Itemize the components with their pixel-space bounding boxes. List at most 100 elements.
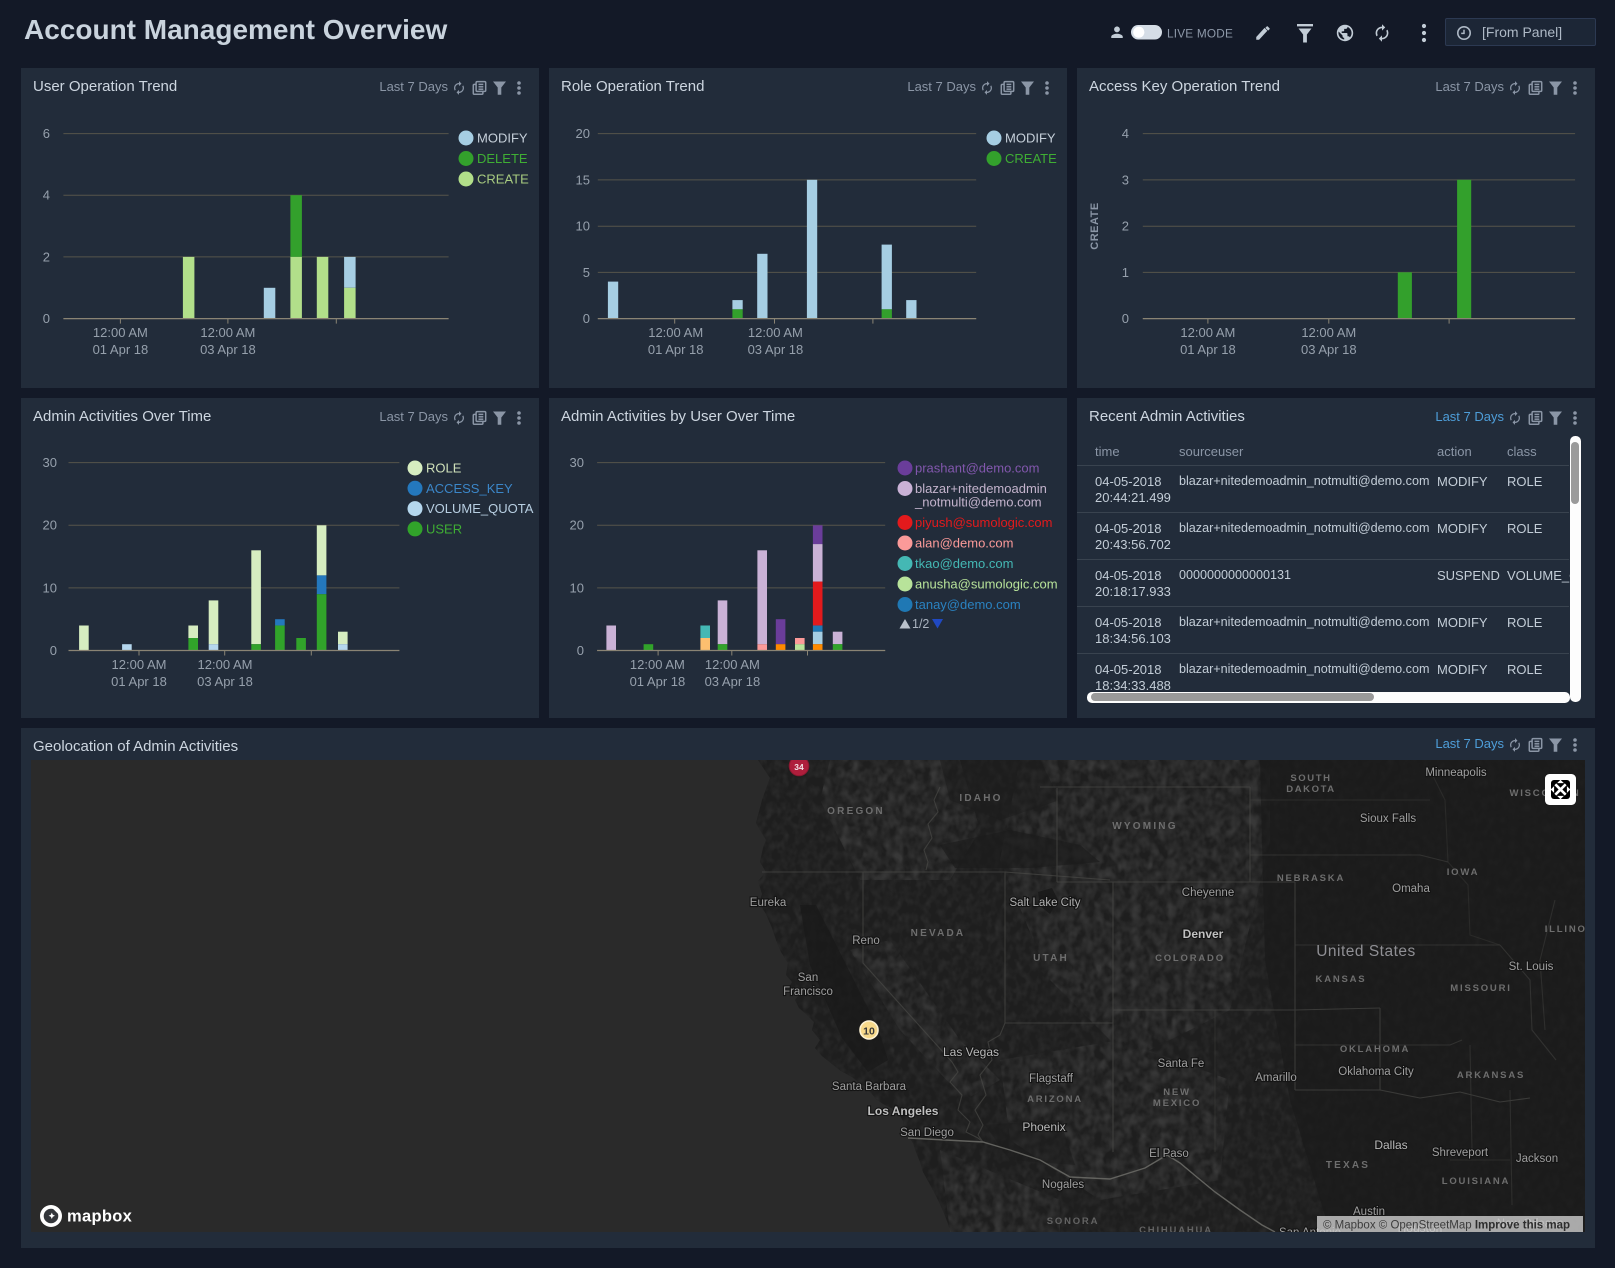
svg-text:12:00 AM: 12:00 AM	[1180, 325, 1235, 340]
svg-text:blazar+nitedemoadmin: blazar+nitedemoadmin	[915, 481, 1047, 496]
svg-text:12:00 AM: 12:00 AM	[93, 325, 148, 340]
svg-text:5: 5	[583, 265, 590, 280]
svg-text:OREGON: OREGON	[827, 806, 885, 817]
svg-text:San: San	[798, 972, 818, 984]
svg-text:12:00 AM: 12:00 AM	[112, 657, 167, 672]
svg-text:Santa Barbara: Santa Barbara	[832, 1081, 907, 1093]
svg-text:NEVADA: NEVADA	[911, 928, 966, 939]
svg-text:30: 30	[570, 455, 584, 470]
svg-text:Dallas: Dallas	[1374, 1138, 1407, 1152]
svg-text:0: 0	[43, 311, 50, 326]
svg-text:15: 15	[576, 172, 590, 187]
svg-text:piyush@sumologic.com: piyush@sumologic.com	[915, 515, 1052, 530]
svg-text:tkao@demo.com: tkao@demo.com	[915, 556, 1013, 571]
svg-text:Flagstaff: Flagstaff	[1029, 1073, 1074, 1085]
svg-text:Los Angeles: Los Angeles	[868, 1104, 939, 1118]
svg-text:Amarillo: Amarillo	[1255, 1072, 1297, 1084]
svg-text:TEXAS: TEXAS	[1326, 1160, 1370, 1171]
svg-text:Denver: Denver	[1183, 927, 1224, 941]
svg-text:12:00 AM: 12:00 AM	[198, 657, 253, 672]
svg-text:El Paso: El Paso	[1149, 1148, 1189, 1160]
svg-text:Reno: Reno	[852, 935, 880, 947]
svg-text:CREATE: CREATE	[477, 172, 529, 187]
svg-text:Shreveport: Shreveport	[1432, 1147, 1489, 1159]
svg-text:LIVE MODE: LIVE MODE	[1167, 27, 1233, 41]
svg-text:03 Apr 18: 03 Apr 18	[748, 342, 804, 357]
svg-text:Cheyenne: Cheyenne	[1182, 887, 1234, 899]
svg-text:3: 3	[1122, 172, 1129, 187]
svg-text:0: 0	[577, 643, 584, 658]
svg-text:DELETE: DELETE	[477, 151, 528, 166]
svg-text:tanay@demo.com: tanay@demo.com	[915, 597, 1021, 612]
svg-text:0: 0	[1122, 311, 1129, 326]
svg-text:Santa Fe: Santa Fe	[1158, 1058, 1205, 1070]
svg-text:ARKANSAS: ARKANSAS	[1457, 1070, 1525, 1081]
svg-text:12:00 AM: 12:00 AM	[200, 325, 255, 340]
svg-text:Austin: Austin	[1353, 1206, 1385, 1218]
svg-text:12:00 AM: 12:00 AM	[648, 325, 703, 340]
svg-text:alan@demo.com: alan@demo.com	[915, 536, 1013, 551]
svg-text:San Antonio: San Antonio	[1279, 1227, 1341, 1232]
svg-text:01 Apr 18: 01 Apr 18	[93, 342, 149, 357]
svg-text:20: 20	[570, 518, 584, 533]
svg-text:San Diego: San Diego	[900, 1127, 954, 1139]
svg-text:WYOMING: WYOMING	[1112, 821, 1177, 832]
svg-text:20: 20	[43, 518, 57, 533]
svg-text:12:00 AM: 12:00 AM	[748, 325, 803, 340]
svg-text:CREATE: CREATE	[1089, 202, 1101, 249]
svg-text:10: 10	[576, 219, 590, 234]
svg-text:MEXICO: MEXICO	[1153, 1098, 1201, 1109]
svg-text:Nogales: Nogales	[1042, 1179, 1084, 1191]
svg-text:10: 10	[570, 580, 584, 595]
svg-text:MODIFY: MODIFY	[477, 131, 528, 146]
svg-text:CREATE: CREATE	[1005, 151, 1057, 166]
svg-text:MISSOURI: MISSOURI	[1450, 983, 1511, 994]
svg-text:0: 0	[583, 311, 590, 326]
svg-text:United States: United States	[1316, 943, 1416, 960]
svg-text:30: 30	[43, 455, 57, 470]
svg-text:Minneapolis: Minneapolis	[1425, 767, 1487, 779]
svg-text:St. Louis: St. Louis	[1509, 961, 1554, 973]
svg-text:03 Apr 18: 03 Apr 18	[705, 674, 761, 689]
svg-text:IOWA: IOWA	[1447, 867, 1480, 878]
svg-text:10: 10	[43, 580, 57, 595]
svg-text:KANSAS: KANSAS	[1316, 974, 1367, 985]
svg-text:01 Apr 18: 01 Apr 18	[111, 674, 167, 689]
svg-text:DAKOTA: DAKOTA	[1286, 784, 1336, 795]
svg-text:20: 20	[576, 126, 590, 141]
svg-text:mapbox: mapbox	[67, 1208, 133, 1226]
svg-text:01 Apr 18: 01 Apr 18	[648, 342, 704, 357]
svg-text:USER: USER	[426, 521, 462, 536]
svg-text:SONORA: SONORA	[1047, 1216, 1100, 1227]
svg-text:prashant@demo.com: prashant@demo.com	[915, 461, 1039, 476]
svg-text:12:00 AM: 12:00 AM	[705, 657, 760, 672]
svg-text:NEBRASKA: NEBRASKA	[1277, 873, 1345, 884]
svg-text:Eureka: Eureka	[750, 897, 787, 909]
svg-text:Sioux Falls: Sioux Falls	[1360, 813, 1416, 825]
svg-text:MODIFY: MODIFY	[1005, 131, 1056, 146]
svg-text:03 Apr 18: 03 Apr 18	[197, 674, 253, 689]
svg-text:2: 2	[43, 249, 50, 264]
svg-text:ILLINOIS: ILLINOIS	[1545, 924, 1585, 935]
svg-text:LOUISIANA: LOUISIANA	[1442, 1176, 1510, 1187]
svg-text:01 Apr 18: 01 Apr 18	[630, 674, 686, 689]
svg-text:Salt Lake City: Salt Lake City	[1010, 897, 1081, 909]
svg-text:0: 0	[50, 643, 57, 658]
svg-text:Omaha: Omaha	[1392, 883, 1430, 895]
svg-text:ACCESS_KEY: ACCESS_KEY	[426, 481, 513, 496]
svg-text:COLORADO: COLORADO	[1155, 953, 1225, 964]
svg-text:NEW: NEW	[1163, 1087, 1191, 1098]
svg-text:anusha@sumologic.com: anusha@sumologic.com	[915, 577, 1058, 592]
svg-text:Las Vegas: Las Vegas	[943, 1045, 999, 1059]
svg-text:03 Apr 18: 03 Apr 18	[1301, 342, 1357, 357]
svg-text:CHIHUAHUA: CHIHUAHUA	[1139, 1225, 1213, 1232]
svg-text:12:00 AM: 12:00 AM	[630, 657, 685, 672]
svg-text:4: 4	[43, 188, 50, 203]
svg-text:WISCONSIN: WISCONSIN	[1509, 788, 1580, 799]
svg-text:34: 34	[794, 762, 804, 772]
svg-text:4: 4	[1122, 126, 1129, 141]
svg-text:1: 1	[1122, 265, 1129, 280]
svg-text:_notmulti@demo.com: _notmulti@demo.com	[914, 495, 1042, 510]
svg-text:UTAH: UTAH	[1033, 953, 1069, 964]
svg-text:12:00 AM: 12:00 AM	[1301, 325, 1356, 340]
